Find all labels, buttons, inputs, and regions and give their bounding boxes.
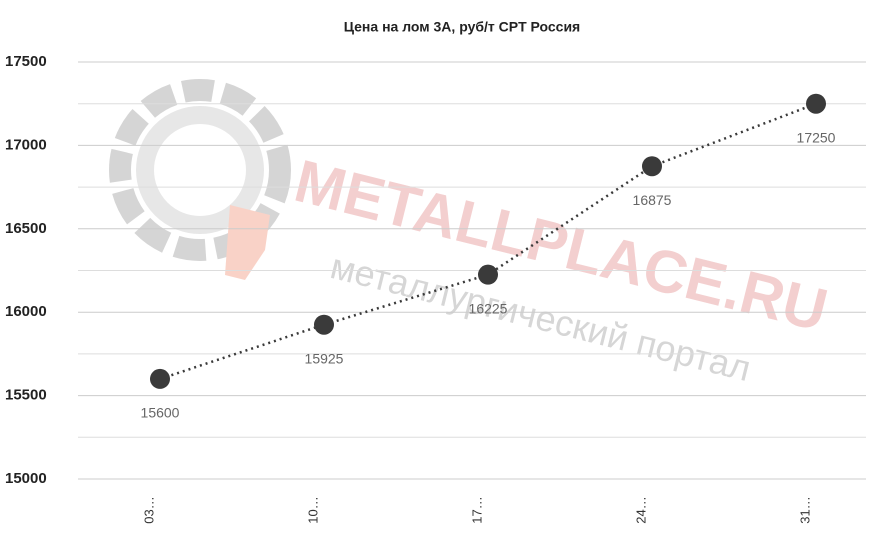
- point: [642, 156, 662, 176]
- point: [314, 315, 334, 335]
- y-tick-label: 15000: [5, 470, 47, 487]
- x-tick-label: 03…: [141, 496, 156, 523]
- chart-title: Цена на лом 3А, руб/т CPT Россия: [344, 19, 580, 35]
- y-tick-label: 15500: [5, 387, 47, 404]
- y-tick-label: 16000: [5, 303, 47, 320]
- x-tick-label: 24…: [633, 496, 648, 523]
- data-label: 15600: [141, 405, 180, 421]
- chart: METALLPLACE.RU металлургический портал Ц…: [0, 0, 881, 536]
- watermark-logo: [120, 90, 280, 280]
- y-tick-label: 17000: [5, 136, 47, 153]
- data-label: 15925: [305, 350, 344, 366]
- x-tick-label: 10…: [305, 496, 320, 523]
- data-label: 17250: [797, 129, 836, 145]
- point: [150, 369, 170, 389]
- x-tick-label: 31…: [797, 496, 812, 523]
- data-label: 16225: [469, 300, 508, 316]
- data-label: 16875: [633, 192, 672, 208]
- x-tick-label: 17…: [469, 496, 484, 523]
- y-tick-label: 17500: [5, 53, 47, 70]
- y-tick-label: 16500: [5, 220, 47, 237]
- point: [478, 265, 498, 285]
- point: [806, 94, 826, 114]
